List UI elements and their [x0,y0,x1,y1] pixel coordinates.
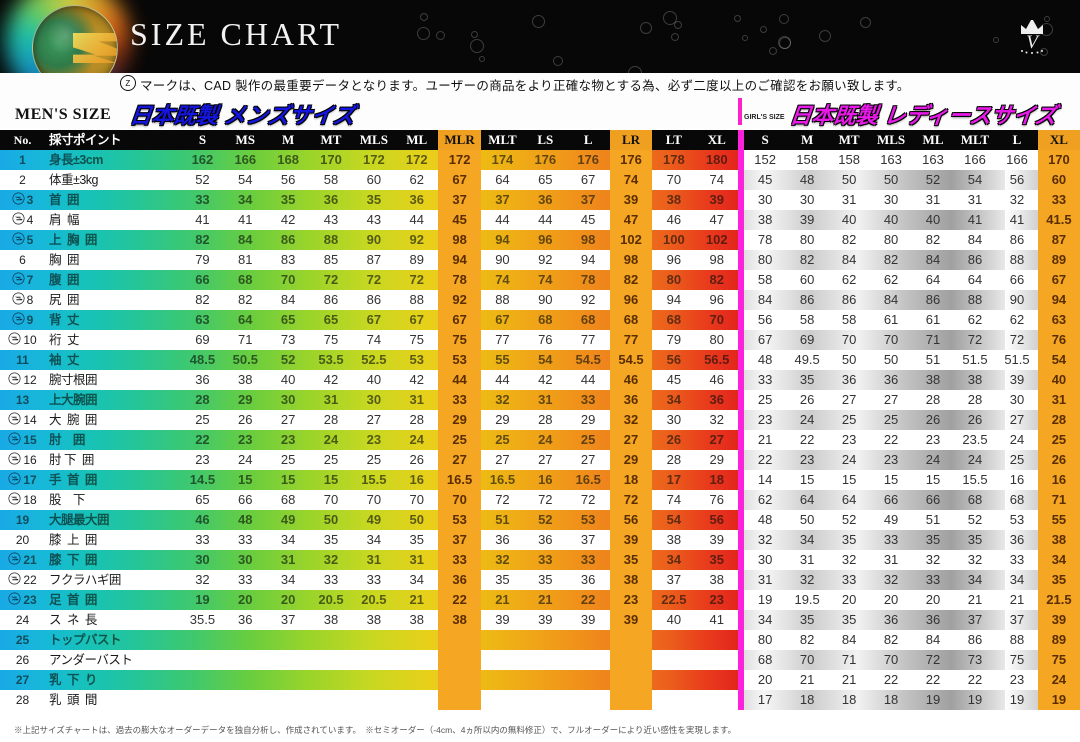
svg-text:V: V [1026,32,1040,53]
